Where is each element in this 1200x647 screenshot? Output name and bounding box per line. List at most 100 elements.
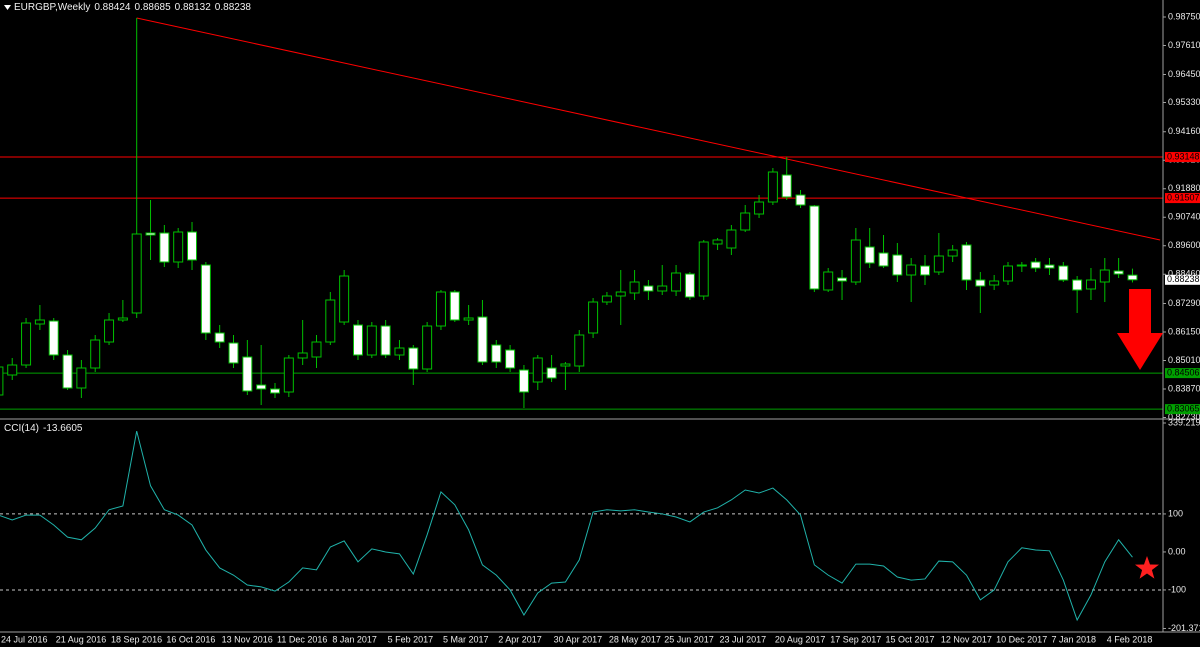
low-value: 0.88132 xyxy=(174,2,211,13)
candle-body xyxy=(933,255,944,273)
high-value: 0.88685 xyxy=(134,2,171,13)
x-tick-label: 28 May 2017 xyxy=(609,634,661,644)
candle-body xyxy=(173,231,184,263)
candle-body xyxy=(726,229,737,249)
candle-body xyxy=(560,363,571,367)
candle-body xyxy=(283,357,294,393)
x-tick-label: 11 Dec 2016 xyxy=(277,634,327,644)
candle-body xyxy=(76,367,87,389)
candle-body xyxy=(159,232,170,263)
candle-body xyxy=(422,325,433,370)
y-tick-label: 0.00 xyxy=(1168,546,1186,556)
x-tick-label: 23 Jul 2017 xyxy=(720,634,767,644)
candle-body xyxy=(754,201,765,215)
candle-body xyxy=(906,264,917,276)
x-tick-label: 12 Nov 2017 xyxy=(941,634,992,644)
menu-icon[interactable] xyxy=(4,5,11,10)
candle-body xyxy=(864,246,875,264)
candle-body xyxy=(532,357,543,383)
level-label: 0.83065 xyxy=(1167,404,1200,414)
candle-body xyxy=(740,212,751,231)
candle-body xyxy=(546,367,557,379)
y-tick-label: 0.96450 xyxy=(1168,69,1200,79)
candle-body xyxy=(339,275,350,323)
level-label-box xyxy=(1165,404,1200,415)
candle-body xyxy=(0,366,4,396)
trendline xyxy=(136,17,1161,241)
candle-body xyxy=(256,384,267,390)
x-tick-label: 25 Jun 2017 xyxy=(664,634,714,644)
star-annotation xyxy=(1135,556,1159,579)
candle-body xyxy=(90,339,101,369)
candle-body xyxy=(823,271,834,291)
x-tick-label: 20 Aug 2017 xyxy=(775,634,826,644)
candle-body xyxy=(671,272,682,292)
candle-body xyxy=(657,285,668,292)
candle-body xyxy=(270,388,280,394)
candle-body xyxy=(394,347,405,356)
arrow-annotation xyxy=(1117,289,1163,370)
candle-body xyxy=(947,249,958,257)
candle-body xyxy=(795,194,806,206)
candle-body xyxy=(242,356,253,392)
y-tick-label: -201.3713 xyxy=(1168,623,1200,633)
x-tick-label: 15 Oct 2017 xyxy=(886,634,935,644)
candle-body xyxy=(435,291,446,327)
level-label-box xyxy=(1165,368,1200,379)
y-tick-label: 0.95330 xyxy=(1168,97,1200,107)
level-label-box xyxy=(1165,193,1200,204)
price-pane xyxy=(0,17,1163,410)
y-tick-label: 0.97610 xyxy=(1168,40,1200,50)
price-header: EURGBP,Weekly 0.88424 0.88685 0.88132 0.… xyxy=(14,2,251,13)
candle-body xyxy=(477,316,488,363)
candle-body xyxy=(48,320,59,356)
candle-body xyxy=(1099,269,1110,283)
candle-body xyxy=(975,279,986,287)
x-tick-label: 4 Feb 2018 xyxy=(1107,634,1153,644)
indicator-name: CCI(14) xyxy=(4,423,40,434)
candle-body xyxy=(214,332,225,343)
candle-body xyxy=(145,232,156,236)
candle-body xyxy=(62,354,73,389)
y-tick-label: -100 xyxy=(1168,584,1186,594)
candle-body xyxy=(892,254,903,276)
x-tick-label: 18 Sep 2016 xyxy=(111,634,162,644)
x-tick-label: 17 Sep 2017 xyxy=(830,634,881,644)
y-tick-label: 0.82730 xyxy=(1168,412,1200,422)
candle-body xyxy=(1058,265,1069,281)
candle-body xyxy=(1113,270,1124,275)
candle-body xyxy=(131,233,142,314)
candle-body xyxy=(837,277,848,282)
candle-body xyxy=(34,319,45,325)
candle-body xyxy=(366,325,377,356)
y-tick-label: 0.83870 xyxy=(1168,383,1200,393)
level-label: 0.93148 xyxy=(1167,151,1200,161)
candle-body xyxy=(104,319,115,343)
x-tick-label: 10 Dec 2017 xyxy=(996,634,1047,644)
candle-body xyxy=(781,174,792,198)
candle-body xyxy=(643,285,654,292)
candle-body xyxy=(767,171,778,203)
y-tick-label: 0.87290 xyxy=(1168,298,1200,308)
candle-body xyxy=(1044,264,1055,269)
candle-body xyxy=(1030,261,1041,269)
cci-header: CCI(14) -13.6605 xyxy=(4,423,83,434)
candle-body xyxy=(505,349,516,369)
symbol: EURGBP,Weekly xyxy=(14,2,91,13)
candle-body xyxy=(325,299,336,343)
cci-line xyxy=(0,430,1133,622)
cci-pane xyxy=(0,430,1163,622)
level-label: 0.84506 xyxy=(1167,367,1200,377)
x-tick-label: 24 Jul 2016 xyxy=(1,634,48,644)
y-tick-label: 339.2197 xyxy=(1168,417,1200,427)
candle-body xyxy=(7,364,18,376)
level-label-box xyxy=(1165,152,1200,163)
candle-body xyxy=(463,317,474,321)
candle-body xyxy=(698,241,709,297)
candle-body xyxy=(989,280,1000,286)
x-tick-label: 2 Apr 2017 xyxy=(498,634,542,644)
candle-body xyxy=(200,264,211,334)
candle-body xyxy=(601,295,612,303)
